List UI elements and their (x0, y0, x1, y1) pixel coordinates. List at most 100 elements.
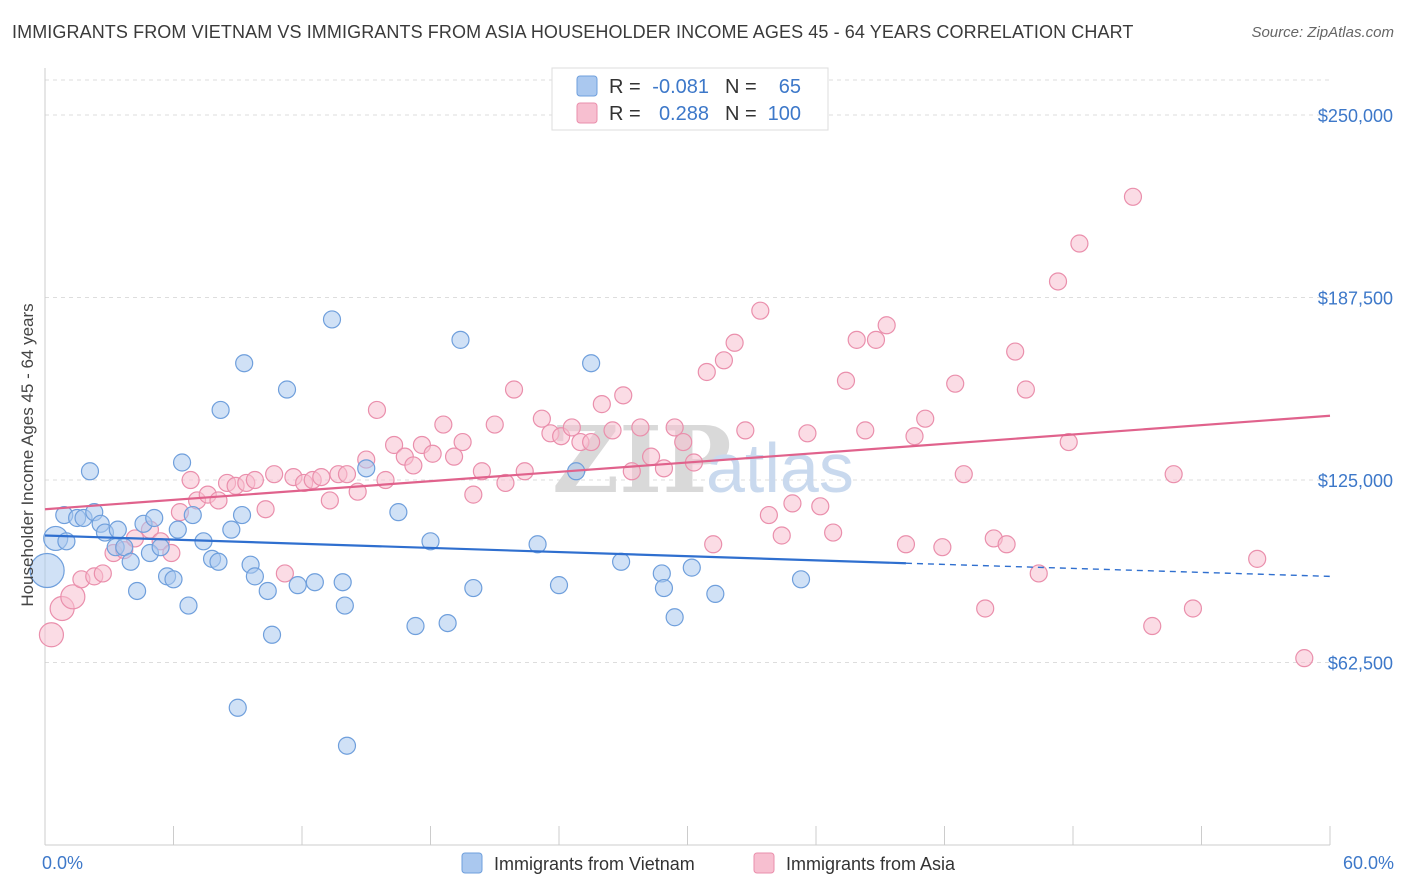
chart-title: IMMIGRANTS FROM VIETNAM VS IMMIGRANTS FR… (12, 22, 1134, 42)
point-asia-2 (60, 584, 86, 610)
point-asia-68 (725, 333, 744, 352)
point-asia-66 (704, 535, 723, 554)
point-asia-85 (933, 538, 952, 557)
point-asia-33 (367, 400, 387, 420)
point-vietnam-55 (612, 552, 631, 571)
point-asia-70 (751, 301, 770, 320)
point-vietnam-14 (127, 581, 147, 601)
point-asia-88 (976, 599, 995, 618)
point-vietnam-45 (389, 503, 408, 522)
point-asia-27 (312, 467, 331, 487)
point-vietnam-24 (183, 505, 202, 525)
point-asia-13 (181, 470, 200, 490)
source-label: Source: ZipAtlas.com (1251, 24, 1394, 41)
point-asia-87 (954, 465, 973, 484)
point-asia-44 (472, 462, 491, 481)
point-asia-76 (824, 523, 843, 542)
legend-r-value-asia: 0.288 (659, 103, 709, 125)
y-axis-label: Householder Income Ages 45 - 64 years (18, 303, 37, 606)
watermark: ZIP atlas (552, 406, 854, 514)
point-asia-95 (1059, 432, 1078, 452)
trend-line-vietnam-extension (905, 562, 1331, 578)
point-asia-37 (404, 456, 423, 475)
point-vietnam-41 (333, 573, 352, 592)
point-asia-61 (654, 459, 674, 478)
point-asia-67 (714, 351, 734, 370)
point-vietnam-38 (288, 576, 307, 595)
point-asia-39 (423, 444, 442, 463)
y-tick-label-0: $62,500 (1328, 654, 1393, 674)
legend-box (551, 67, 829, 131)
point-vietnam-59 (682, 558, 701, 577)
point-asia-59 (631, 418, 650, 437)
point-asia-41 (444, 447, 464, 466)
point-asia-99 (1164, 465, 1183, 484)
point-vietnam-54 (582, 354, 601, 373)
point-asia-40 (434, 415, 453, 434)
point-asia-54 (582, 432, 601, 452)
point-vietnam-37 (277, 380, 297, 399)
point-vietnam-23 (179, 596, 198, 615)
point-vietnam-51 (528, 535, 547, 554)
point-vietnam-32 (235, 354, 254, 373)
point-vietnam-21 (168, 520, 187, 539)
point-asia-69 (736, 421, 755, 440)
point-vietnam-27 (209, 552, 228, 571)
legend-n-value-vietnam: 65 (779, 76, 801, 98)
point-asia-82 (896, 535, 916, 554)
watermark-atlas: atlas (706, 429, 854, 507)
point-asia-73 (783, 494, 802, 513)
point-asia-77 (836, 371, 856, 390)
point-asia-62 (665, 418, 684, 437)
point-asia-100 (1183, 599, 1203, 618)
point-asia-16 (209, 491, 228, 510)
y-tick-label-3: $250,000 (1318, 106, 1393, 126)
point-vietnam-0 (29, 552, 65, 589)
point-vietnam-22 (172, 453, 192, 472)
point-asia-98 (1143, 616, 1162, 636)
point-asia-97 (1123, 187, 1143, 206)
x-tick-label-min: 0.0% (42, 853, 83, 873)
point-vietnam-60 (706, 584, 725, 603)
trend-layer (44, 414, 1331, 578)
point-vietnam-10 (108, 520, 127, 539)
point-asia-43 (464, 485, 483, 504)
legend-n-label-asia: N = (725, 103, 757, 125)
point-vietnam-44 (357, 459, 376, 478)
point-vietnam-28 (211, 400, 230, 420)
point-vietnam-49 (451, 330, 470, 349)
series-legend-swatch-vietnam (461, 852, 483, 874)
trend-line-asia (44, 414, 1331, 511)
point-asia-90 (997, 535, 1016, 554)
point-vietnam-57 (654, 578, 674, 598)
legend-swatch-asia (576, 102, 598, 124)
point-asia-42 (453, 432, 472, 452)
point-asia-45 (485, 415, 504, 434)
point-asia-74 (798, 424, 817, 443)
point-asia-83 (905, 427, 924, 446)
point-asia-28 (320, 491, 339, 510)
point-vietnam-50 (464, 578, 483, 598)
point-asia-21 (256, 500, 275, 519)
correlation-legend: R = -0.081 N = 65 R = 0.288 N = 100 (551, 67, 829, 131)
point-vietnam-29 (222, 520, 241, 539)
point-asia-30 (337, 465, 357, 484)
point-vietnam-35 (258, 581, 277, 601)
point-asia-102 (1295, 649, 1314, 668)
point-asia-72 (772, 526, 791, 545)
legend-r-label-asia: R = (609, 103, 641, 125)
point-vietnam-6 (80, 462, 100, 481)
point-vietnam-36 (262, 625, 282, 644)
point-vietnam-13 (121, 552, 140, 571)
point-asia-93 (1029, 564, 1048, 583)
point-asia-79 (856, 421, 875, 440)
point-vietnam-43 (337, 736, 357, 755)
point-asia-22 (265, 465, 284, 484)
point-asia-49 (532, 409, 551, 428)
point-vietnam-46 (406, 616, 425, 636)
point-vietnam-17 (145, 508, 164, 528)
point-asia-56 (603, 421, 622, 440)
point-asia-0 (38, 622, 65, 648)
point-asia-75 (811, 497, 830, 516)
